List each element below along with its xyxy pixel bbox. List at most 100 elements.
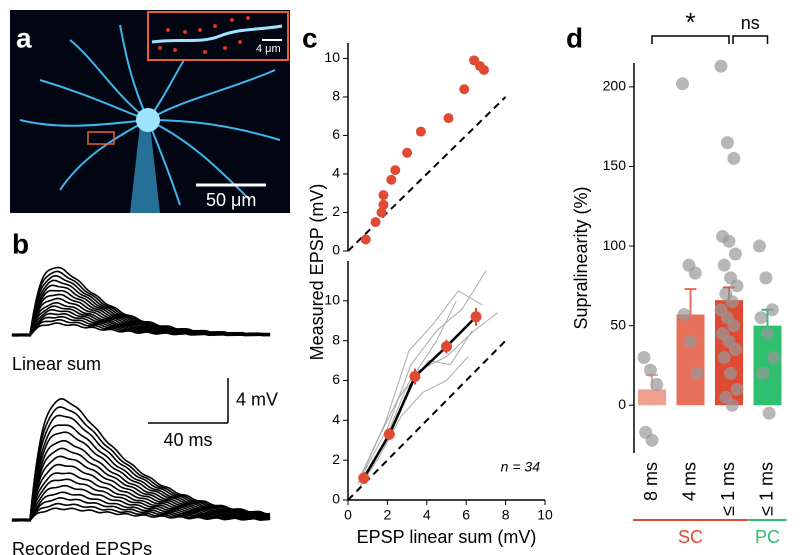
point	[459, 84, 470, 95]
y-tick-label: 2	[332, 451, 340, 467]
y-tick-label: 2	[332, 203, 340, 219]
data-point	[759, 271, 773, 285]
y-tick-label: 6	[332, 126, 340, 142]
data-point	[728, 247, 742, 261]
y-tick-label: 50	[610, 316, 626, 332]
data-point	[765, 303, 779, 317]
y-tick-label: 8	[332, 88, 340, 104]
trace	[11, 398, 271, 522]
data-point	[724, 366, 738, 380]
trace	[11, 491, 271, 522]
panel-label: b	[12, 228, 29, 259]
point	[415, 126, 426, 137]
data-point	[690, 366, 704, 380]
data-point	[677, 308, 691, 322]
mean-point	[409, 371, 421, 383]
point	[386, 174, 397, 185]
y-axis-title: Supralinearity (%)	[571, 186, 591, 329]
data-point	[645, 433, 659, 447]
point	[390, 165, 401, 176]
x-axis-title: EPSP linear sum (mV)	[357, 527, 537, 547]
data-point	[730, 382, 744, 396]
scale-bar-y-label: 4 mV	[236, 389, 278, 409]
bar	[638, 389, 666, 406]
data-point	[761, 327, 774, 341]
point	[378, 199, 389, 210]
trace	[11, 497, 271, 522]
y-axis-title: Measured EPSP (mV)	[307, 184, 327, 361]
identity-line	[347, 339, 507, 501]
mean-point	[470, 311, 482, 323]
point	[378, 190, 389, 201]
data-point	[688, 266, 702, 280]
scale-bar-label: 50 μm	[206, 190, 256, 210]
trace	[11, 406, 271, 522]
x-tick-label: 0	[344, 507, 352, 523]
data-point	[767, 350, 781, 364]
bar	[676, 314, 705, 406]
trace	[11, 439, 271, 522]
cell-line	[357, 356, 469, 491]
x-tick-label: 6	[462, 507, 470, 523]
cell-line	[361, 270, 487, 477]
cell-line	[359, 290, 483, 479]
data-point	[720, 136, 734, 150]
trace-label: Linear sum	[12, 354, 101, 374]
y-tick-label: 10	[324, 49, 340, 65]
y-tick-label: 6	[332, 371, 340, 387]
data-point	[754, 311, 768, 325]
y-tick-label: 100	[603, 237, 627, 253]
data-point	[717, 350, 731, 364]
point	[402, 147, 413, 158]
micrograph: 4 μm 50 μm	[10, 10, 290, 213]
axon-shaft	[130, 125, 160, 213]
inset-spots	[158, 16, 250, 54]
data-point	[676, 77, 689, 91]
data-point	[643, 363, 657, 377]
data-point	[756, 366, 770, 380]
mean-point	[441, 341, 452, 353]
scale-bar-x-label: 40 ms	[163, 430, 212, 450]
x-tick-label: 8 ms	[641, 462, 661, 501]
mean-point	[383, 428, 395, 440]
x-tick-label: ≤ 1 ms	[756, 462, 776, 516]
panel-label: a	[16, 22, 32, 53]
data-point	[717, 258, 731, 272]
y-tick-label: 10	[324, 292, 340, 308]
trace	[11, 447, 271, 522]
annotation: n = 34	[501, 459, 541, 475]
data-point	[730, 279, 744, 293]
panel-label: c	[302, 22, 318, 53]
point	[478, 64, 489, 75]
x-tick-label: 10	[537, 507, 553, 523]
point	[370, 217, 381, 228]
group-label: SC	[678, 527, 703, 547]
y-tick-label: 4	[332, 165, 340, 181]
panel-label: d	[566, 22, 583, 53]
x-tick-label: ≤ 1 ms	[718, 462, 738, 516]
inset-marker	[87, 131, 115, 145]
y-tick-label: 4	[332, 411, 340, 427]
point	[376, 207, 387, 218]
y-tick-label: 8	[332, 331, 340, 347]
y-tick-label: 200	[603, 78, 627, 94]
x-tick-label: 4	[423, 507, 431, 523]
data-point	[762, 406, 776, 420]
y-tick-label: 0	[618, 396, 626, 412]
soma	[136, 108, 160, 132]
trace-label: Recorded EPSPs	[12, 539, 152, 555]
data-point	[684, 335, 697, 349]
identity-line	[347, 96, 507, 252]
data-point	[727, 152, 741, 166]
inset-dendrite	[151, 24, 283, 44]
trace	[11, 484, 271, 522]
trace	[11, 507, 271, 522]
significance-label: ns	[741, 13, 760, 33]
point	[360, 234, 371, 245]
x-tick-label: 2	[384, 507, 392, 523]
data-point	[725, 295, 739, 309]
x-tick-label: 4 ms	[679, 462, 699, 501]
y-tick-label: 0	[332, 242, 340, 258]
y-tick-label: 0	[332, 491, 340, 507]
